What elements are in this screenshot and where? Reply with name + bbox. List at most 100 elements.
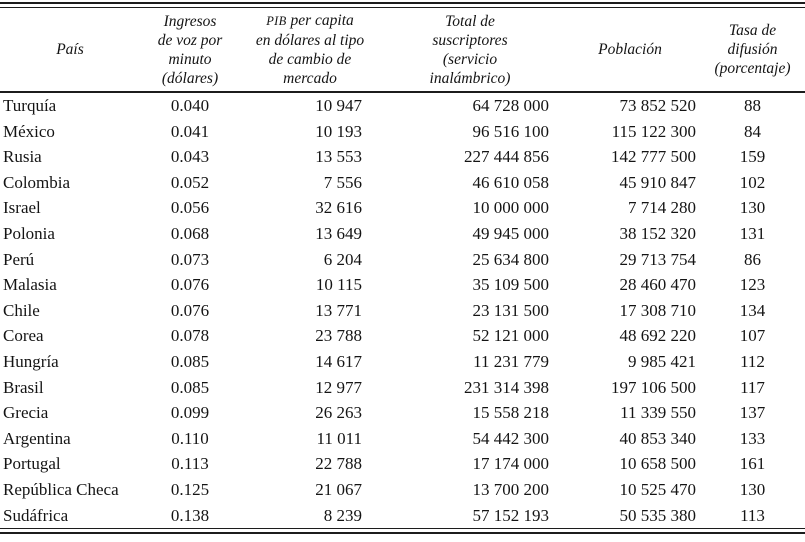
cell-tasa: 130 — [739, 479, 766, 499]
cell-pais: Malasia — [3, 275, 57, 295]
cell-tasa: 113 — [740, 505, 765, 525]
cell-pais: Rusia — [3, 147, 42, 167]
table-row: Corea 0.078 23 788 52 121 000 48 692 220… — [0, 323, 805, 349]
cell-suscriptores: 54 442 300 — [472, 428, 550, 448]
cell-tasa: 131 — [739, 223, 766, 243]
cell-ingresos: 0.076 — [170, 300, 210, 320]
cell-pib: 23 788 — [315, 326, 362, 346]
cell-ingresos: 0.040 — [170, 96, 210, 115]
cell-tasa: 102 — [739, 172, 766, 192]
cell-ingresos: 0.073 — [170, 249, 210, 269]
cell-ingresos: 0.099 — [170, 403, 210, 423]
cell-pais: Israel — [3, 198, 41, 218]
cell-pib: 8 239 — [323, 505, 362, 525]
cell-poblacion: 38 152 320 — [619, 223, 697, 243]
cell-pib: 13 771 — [315, 300, 362, 320]
cell-pais: México — [3, 121, 55, 141]
cell-tasa: 84 — [744, 121, 761, 141]
cell-suscriptores: 13 700 200 — [472, 479, 550, 499]
cell-pib: 22 788 — [315, 454, 362, 474]
cell-poblacion: 48 692 220 — [619, 326, 697, 346]
cell-ingresos: 0.113 — [171, 454, 209, 474]
cell-suscriptores: 25 634 800 — [472, 249, 550, 269]
cell-poblacion: 50 535 380 — [619, 505, 697, 525]
column-header-suscriptores: Total de suscriptores (servicio inalámbr… — [380, 8, 560, 93]
table-row: Israel 0.056 32 616 10 000 000 7 714 280… — [0, 195, 805, 221]
cell-tasa: 117 — [740, 377, 765, 397]
table-row: Perú 0.073 6 204 25 634 800 29 713 754 8… — [0, 247, 805, 273]
cell-pais: Grecia — [3, 403, 49, 423]
cell-suscriptores: 57 152 193 — [472, 505, 550, 525]
cell-tasa: 86 — [744, 249, 761, 269]
cell-tasa: 112 — [740, 351, 765, 371]
cell-ingresos: 0.041 — [170, 121, 210, 141]
cell-suscriptores: 46 610 058 — [472, 172, 550, 192]
cell-poblacion: 9 985 421 — [628, 351, 696, 371]
column-header-ingresos: Ingresos de voz por minuto (dólares) — [140, 8, 240, 93]
table-row: Portugal 0.113 22 788 17 174 000 10 658 … — [0, 451, 805, 477]
cell-ingresos: 0.085 — [170, 351, 210, 371]
cell-tasa: 107 — [739, 326, 766, 346]
cell-poblacion: 10 525 470 — [619, 479, 697, 499]
table-header: País Ingresos de voz por minuto (dólares… — [0, 8, 805, 93]
cell-poblacion: 10 658 500 — [619, 454, 697, 474]
cell-poblacion: 45 910 847 — [619, 172, 697, 192]
cell-pais: Sudáfrica — [3, 505, 69, 525]
cell-ingresos: 0.052 — [170, 172, 210, 192]
cell-poblacion: 17 308 710 — [619, 300, 697, 320]
cell-pais: Turquía — [3, 96, 57, 115]
cell-poblacion: 28 460 470 — [619, 275, 697, 295]
cell-ingresos: 0.068 — [170, 223, 210, 243]
cell-tasa: 130 — [739, 198, 766, 218]
cell-pais: Corea — [3, 326, 44, 346]
table-row: Chile 0.076 13 771 23 131 500 17 308 710… — [0, 298, 805, 324]
cell-pib: 13 553 — [315, 147, 362, 167]
cell-pib: 10 947 — [315, 96, 362, 115]
cell-pais: Argentina — [3, 428, 71, 448]
cell-pib: 32 616 — [315, 198, 362, 218]
cell-suscriptores: 64 728 000 — [472, 96, 550, 115]
cell-suscriptores: 35 109 500 — [472, 275, 550, 295]
cell-ingresos: 0.056 — [170, 198, 210, 218]
header-row: País Ingresos de voz por minuto (dólares… — [0, 8, 805, 93]
cell-pib: 10 115 — [315, 275, 362, 295]
cell-pib: 12 977 — [315, 377, 362, 397]
cell-tasa: 134 — [739, 300, 766, 320]
column-header-tasa: Tasa de difusión (porcentaje) — [700, 8, 805, 93]
cell-suscriptores: 96 516 100 — [472, 121, 550, 141]
cell-poblacion: 142 777 500 — [611, 147, 696, 167]
table-row: Rusia 0.043 13 553 227 444 856 142 777 5… — [0, 144, 805, 170]
table-row: Turquía 0.040 10 947 64 728 000 73 852 5… — [0, 92, 805, 119]
cell-tasa: 123 — [739, 275, 766, 295]
cell-pib: 11 011 — [316, 428, 363, 448]
table-row: Sudáfrica 0.138 8 239 57 152 193 50 535 … — [0, 503, 805, 529]
cell-pib: 10 193 — [315, 121, 362, 141]
cell-pib: 14 617 — [315, 351, 362, 371]
cell-pais: Chile — [3, 300, 40, 320]
cell-pib: 6 204 — [323, 249, 362, 269]
table-row: Malasia 0.076 10 115 35 109 500 28 460 4… — [0, 272, 805, 298]
cell-pais: Polonia — [3, 223, 55, 243]
cell-tasa: 159 — [739, 147, 766, 167]
cell-poblacion: 11 339 550 — [620, 403, 696, 423]
cell-suscriptores: 17 174 000 — [472, 454, 550, 474]
pib-smallcaps: PIB — [266, 14, 287, 28]
cell-poblacion: 115 122 300 — [611, 121, 696, 141]
cell-suscriptores: 15 558 218 — [472, 403, 550, 423]
cell-ingresos: 0.110 — [171, 428, 209, 448]
table-row: Argentina 0.110 11 011 54 442 300 40 853… — [0, 426, 805, 452]
cell-pib: 26 263 — [315, 403, 362, 423]
cell-ingresos: 0.043 — [170, 147, 210, 167]
table-row: Brasil 0.085 12 977 231 314 398 197 106 … — [0, 375, 805, 401]
cell-pib: 21 067 — [315, 479, 362, 499]
cell-pib: 7 556 — [323, 172, 362, 192]
column-header-pais: País — [0, 8, 140, 93]
table-row: Polonia 0.068 13 649 49 945 000 38 152 3… — [0, 221, 805, 247]
country-telecom-table: País Ingresos de voz por minuto (dólares… — [0, 8, 805, 528]
bottom-double-rule — [0, 528, 805, 535]
cell-suscriptores: 231 314 398 — [464, 377, 549, 397]
table-row: República Checa 0.125 21 067 13 700 200 … — [0, 477, 805, 503]
cell-suscriptores: 10 000 000 — [472, 198, 550, 218]
cell-poblacion: 40 853 340 — [619, 428, 697, 448]
